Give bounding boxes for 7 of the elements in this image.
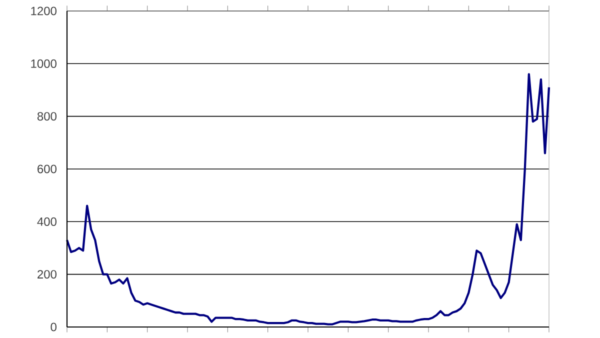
y-tick-label: 0 (50, 322, 56, 332)
y-tick-label: 1000 (31, 59, 56, 68)
y-tick-label: 200 (38, 270, 56, 279)
y-tick-label: 600 (38, 164, 56, 174)
y-tick-label: 800 (37, 112, 56, 121)
y-tick-label: 400 (37, 217, 56, 226)
y-tick-label: 1200 (31, 6, 56, 16)
